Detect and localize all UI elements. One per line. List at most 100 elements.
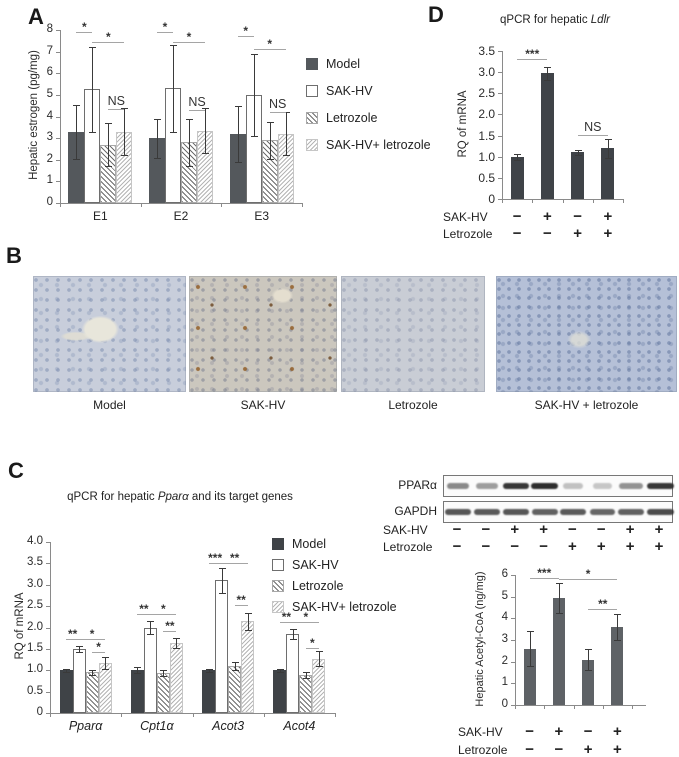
sig-bracket — [234, 605, 248, 607]
y-tick — [46, 691, 50, 693]
panel-c-title: qPCR for hepatic Pparα and its target ge… — [30, 491, 330, 503]
error-bar-cap — [234, 161, 242, 163]
error-bar-cap — [202, 107, 209, 109]
panel-d-title-prefix: qPCR for hepatic — [500, 14, 591, 26]
bar — [202, 670, 216, 713]
sign-cell: + — [542, 208, 552, 225]
sig-label: ** — [598, 596, 608, 611]
histology-image-letrozole — [341, 276, 485, 392]
error-bar — [221, 567, 223, 594]
sig-bracket — [79, 639, 106, 641]
error-bar — [176, 638, 178, 649]
sign-cell: − — [512, 208, 522, 225]
sign-cell: + — [554, 723, 564, 740]
error-bar-cap — [205, 671, 213, 673]
y-tick — [56, 116, 60, 118]
y-tick-label: 3.0 — [27, 577, 43, 590]
sig-label: *** — [537, 566, 552, 581]
error-bar-cap — [73, 104, 81, 106]
error-bar-cap — [555, 582, 563, 584]
protein-band — [473, 509, 500, 515]
x-tick — [544, 705, 546, 709]
error-bar-cap — [574, 149, 582, 151]
error-bar-cap — [266, 158, 274, 160]
blot-target-label: PPARα — [398, 478, 437, 492]
sig-label: * — [89, 627, 95, 642]
legend-swatch-open — [272, 559, 284, 571]
sign-cell: − — [573, 208, 583, 225]
blot-sign-cell: + — [510, 521, 520, 538]
sig-bracket — [173, 41, 205, 43]
y-tick — [46, 606, 50, 608]
sig-label: *** — [525, 47, 540, 62]
error-bar — [269, 121, 271, 159]
y-tick-label: 2 — [501, 654, 508, 667]
error-bar-cap — [76, 645, 84, 647]
bar — [85, 672, 99, 713]
y-tick-label: 0 — [46, 196, 53, 208]
sig-label: NS — [268, 97, 287, 112]
bar — [552, 597, 565, 705]
error-bar — [577, 149, 579, 155]
y-tick-label: 1 — [501, 676, 508, 689]
x-tick — [602, 705, 604, 709]
histology-caption-sakhv-letrozole: SAK-HV + letrozole — [534, 398, 639, 412]
sig-bracket — [150, 613, 177, 615]
sig-label: ** — [229, 550, 240, 565]
bar — [571, 152, 585, 199]
error-bar-cap — [244, 612, 252, 614]
y-tick-label: 1 — [46, 174, 53, 187]
x-tick — [302, 203, 303, 207]
error-bar-cap — [231, 661, 239, 663]
y-axis — [515, 575, 516, 706]
y-axis — [50, 542, 51, 714]
sign-row-label: Letrozole — [443, 227, 493, 241]
legend-swatch-solid — [306, 58, 318, 70]
error-bar-cap — [170, 45, 177, 47]
sign-cell: + — [603, 225, 613, 242]
blot-loading-strip — [443, 501, 674, 523]
y-tick — [56, 94, 60, 96]
sig-bracket — [279, 622, 293, 624]
error-bar — [205, 107, 206, 154]
y-tick-label: 7 — [46, 44, 53, 57]
legend-label: SAK-HV+ letrozole — [292, 600, 397, 614]
sign-row-label: SAK-HV — [458, 725, 503, 739]
category-label: E3 — [254, 209, 269, 223]
y-tick-label: 4.0 — [27, 535, 43, 547]
error-bar — [173, 45, 174, 132]
error-bar-cap — [89, 131, 97, 133]
x-tick — [573, 705, 575, 709]
sig-bracket — [517, 59, 548, 61]
sig-label: *** — [208, 550, 223, 565]
x-axis — [515, 705, 646, 706]
legend-label: Model — [292, 537, 327, 551]
error-bar — [253, 53, 255, 136]
sig-bracket — [588, 608, 618, 610]
sig-label: ** — [139, 601, 149, 616]
y-tick — [46, 713, 50, 714]
sig-bracket — [305, 648, 319, 650]
blot-loading-label: GAPDH — [394, 504, 437, 518]
bar — [273, 670, 287, 713]
error-bar-cap — [154, 118, 161, 120]
x-tick — [50, 713, 51, 717]
error-bar-cap — [231, 670, 239, 672]
sig-label: ** — [165, 618, 175, 633]
x-tick — [632, 705, 633, 709]
error-bar — [92, 670, 94, 675]
panel-a-letter: A — [28, 4, 44, 29]
y-tick-label: 2.0 — [27, 620, 43, 633]
histology-caption-model: Model — [93, 398, 126, 412]
error-bar-cap — [154, 157, 161, 159]
bar — [523, 648, 536, 705]
panel-b: B Model SAK-HV Letrozole SAK-HV + letroz… — [0, 240, 679, 418]
protein-band — [531, 483, 559, 489]
error-bar-cap — [173, 638, 181, 640]
legend-item: SAK-HV+ letrozole — [272, 600, 397, 614]
x-tick — [121, 713, 123, 717]
sig-bracket — [208, 562, 222, 564]
error-bar-cap — [282, 112, 290, 114]
x-tick — [623, 199, 624, 203]
